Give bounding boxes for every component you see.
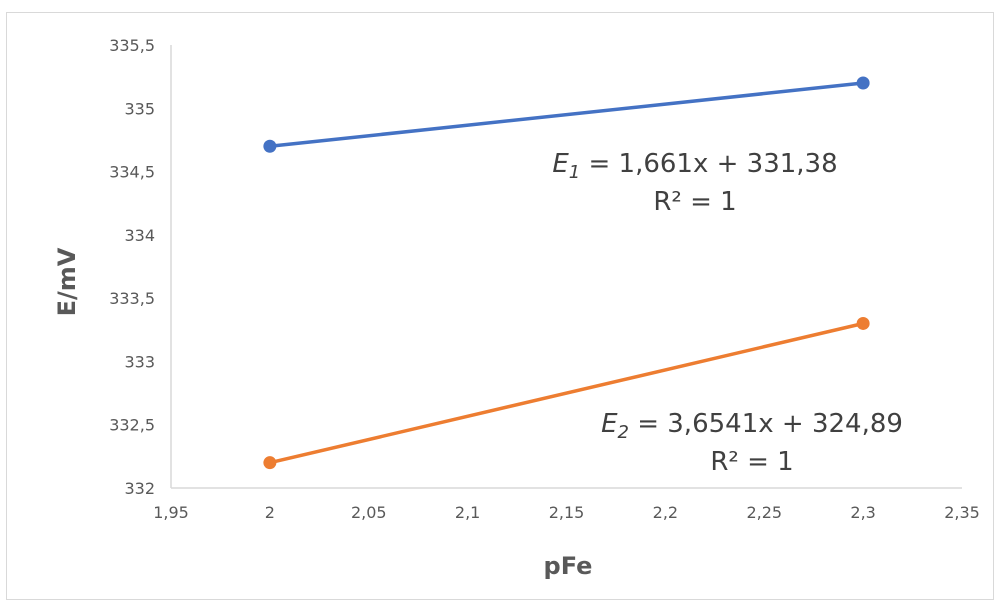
y-tick-labels: 332 332,5 333 333,5 334 334,5 335 335,5	[109, 36, 155, 498]
series-1-line	[269, 81, 864, 149]
x-tick-label: 2,3	[850, 503, 875, 522]
series-2-line	[269, 321, 864, 465]
x-axis-title: pFe	[544, 552, 593, 580]
x-tick-labels: 1,95 2 2,05 2,1 2,15 2,2 2,25 2,3 2,35	[153, 503, 980, 522]
equation-1: E1 = 1,661x + 331,38	[552, 149, 837, 183]
y-tick-label: 335,5	[109, 36, 155, 55]
series-1-point	[856, 76, 870, 90]
r-squared-1: R² = 1	[653, 187, 736, 217]
y-tick-label: 335	[124, 99, 155, 118]
series-2-point	[856, 316, 870, 330]
y-tick-label: 333	[124, 352, 155, 371]
x-tick-label: 2,35	[944, 503, 980, 522]
y-tick-label: 333,5	[109, 289, 155, 308]
y-tick-label: 334,5	[109, 163, 155, 182]
x-tick-label: 2,2	[653, 503, 678, 522]
y-tick-label: 332	[124, 479, 155, 498]
x-tick-label: 2,25	[746, 503, 782, 522]
x-tick-label: 1,95	[153, 503, 189, 522]
series-1-point	[263, 139, 277, 153]
r-squared-2: R² = 1	[710, 447, 793, 477]
series-2-point	[263, 456, 277, 470]
x-tick-label: 2	[265, 503, 275, 522]
y-tick-label: 332,5	[109, 416, 155, 435]
x-tick-label: 2,05	[351, 503, 387, 522]
y-axis-title: E/mV	[53, 247, 81, 316]
x-tick-label: 2,1	[455, 503, 480, 522]
x-tick-label: 2,15	[549, 503, 585, 522]
equation-2: E2 = 3,6541x + 324,89	[601, 409, 903, 443]
series-group	[263, 76, 870, 470]
y-tick-label: 334	[124, 226, 155, 245]
